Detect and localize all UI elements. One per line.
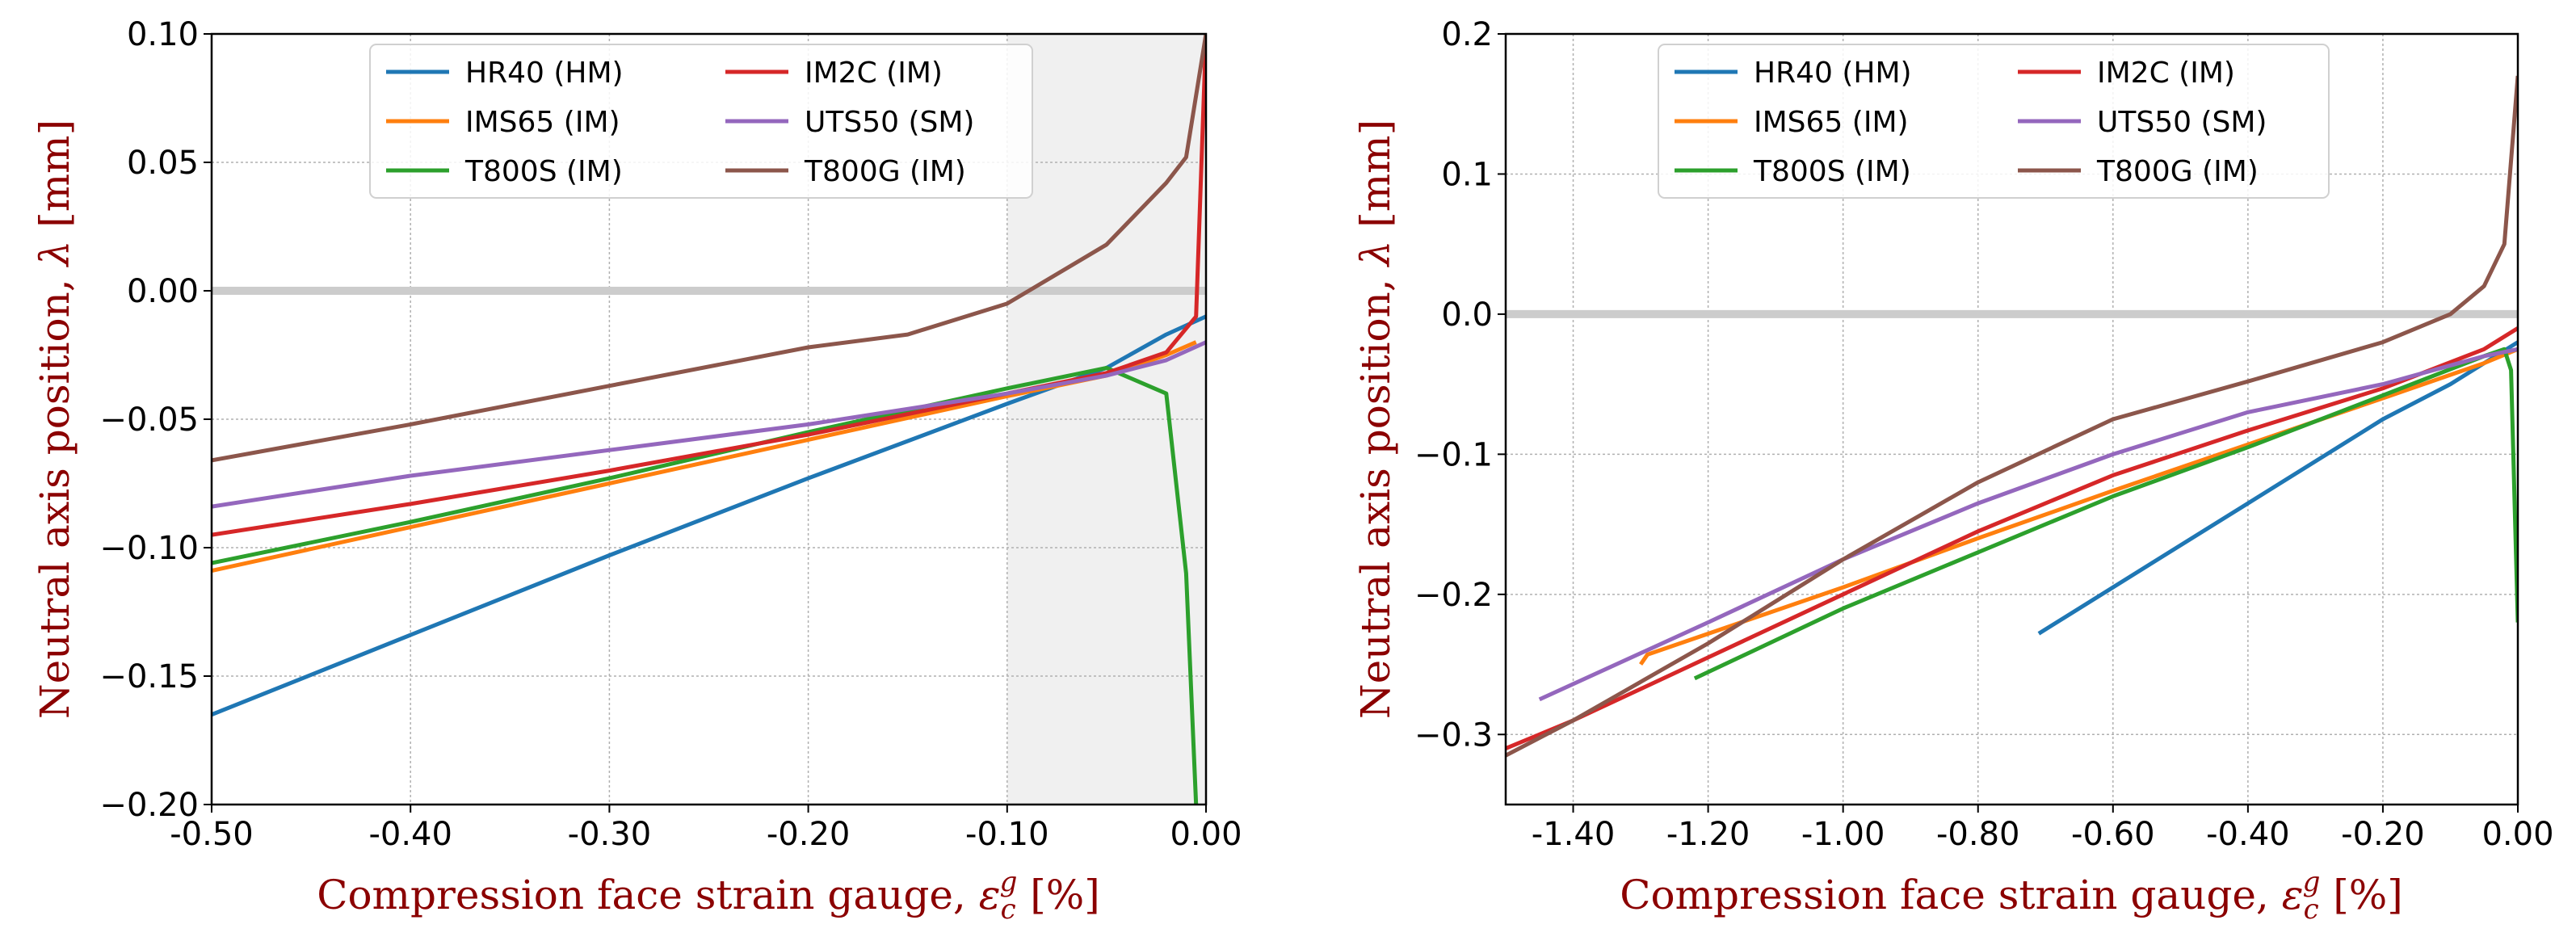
- x-axis-label-text: Compression face strain gauge,: [1620, 872, 2282, 918]
- y-tick-label: −0.2: [1414, 577, 1493, 614]
- axes-frame: [1504, 32, 2519, 806]
- series-line-t800s-im: [212, 365, 1199, 805]
- x-axis-label-superscript: g: [1000, 866, 1018, 898]
- legend-label: T800G (IM): [2096, 155, 2259, 188]
- x-axis-label-symbol: ε: [979, 872, 1001, 918]
- series-line-ims65-im: [1639, 347, 2518, 666]
- legend-label: IM2C (IM): [2097, 57, 2235, 90]
- legend-box: [1658, 44, 2330, 199]
- legend-label: HR40 (HM): [465, 57, 624, 90]
- legend-label: IM2C (IM): [805, 57, 943, 90]
- y-tick-label: −0.05: [99, 401, 199, 439]
- left-chart-panel: -0.50 -0.40 -0.30 -0.20 -0.10 0.00 −0.20 −0.15 −…: [32, 16, 1242, 926]
- y-tick-label: −0.10: [99, 530, 199, 567]
- y-tick-label: 0.00: [127, 273, 199, 310]
- series-group: [212, 34, 1206, 805]
- x-tick-label: -1.20: [1666, 816, 1750, 853]
- x-tick-label: -0.20: [767, 816, 851, 853]
- axes-frame: [210, 32, 1208, 806]
- x-axis-label-text: Compression face strain gauge,: [317, 872, 979, 918]
- series-line-hr40-hm: [2037, 340, 2518, 636]
- x-axis-label: Compression face strain gauge, εcg [%]: [1620, 866, 2403, 926]
- x-axis-label-unit: [%]: [1017, 872, 1099, 918]
- x-tick-label: -0.40: [2206, 816, 2290, 853]
- y-tick-label: 0.0: [1441, 296, 1493, 334]
- y-tick-label: −0.15: [99, 658, 199, 695]
- y-axis-label-symbol: λ: [1352, 241, 1399, 268]
- x-axis-label: Compression face strain gauge, εcg [%]: [317, 866, 1100, 926]
- y-tick-label: −0.20: [99, 787, 199, 824]
- legend-label: HR40 (HM): [1754, 57, 1912, 90]
- legend-label: UTS50 (SM): [805, 106, 974, 139]
- x-tick-label: 0.00: [1170, 816, 1242, 853]
- y-tick-label: −0.3: [1414, 716, 1493, 754]
- legend: HR40 (HM) IMS65 (IM) T800S (IM) IM2C (IM) UT…: [1658, 44, 2330, 199]
- legend-label: IMS65 (IM): [1754, 106, 1909, 139]
- y-tick-label: −0.1: [1414, 436, 1493, 473]
- series-line-t800s-im: [1693, 347, 2518, 681]
- legend: HR40 (HM) IMS65 (IM) T800S (IM) IM2C (IM) UT…: [369, 44, 1033, 199]
- y-axis-label: Neutral axis position, λ [mm]: [32, 120, 78, 719]
- y-tick-label: 0.2: [1441, 16, 1493, 53]
- x-tick-label: 0.00: [2481, 816, 2553, 853]
- x-axis-label-subscript: c: [1001, 893, 1016, 926]
- series-line-t800g-im: [212, 34, 1206, 463]
- legend-label: T800S (IM): [464, 155, 623, 188]
- x-axis-label-unit: [%]: [2320, 872, 2402, 918]
- legend-box: [369, 44, 1033, 199]
- series-line-ims65-im: [212, 340, 1197, 574]
- x-tick-label: -0.30: [568, 816, 652, 853]
- x-tick-label: -0.50: [170, 816, 254, 853]
- x-tick-label: -0.60: [2071, 816, 2155, 853]
- x-axis-label-superscript: g: [2303, 866, 2321, 898]
- series-line-uts50-sm: [1538, 347, 2518, 702]
- y-tick-label: 0.05: [127, 145, 199, 182]
- x-tick-label: -0.10: [965, 816, 1049, 853]
- series-line-uts50-sm: [212, 340, 1206, 509]
- x-tick-label: -0.40: [368, 816, 452, 853]
- x-tick-label: -1.40: [1532, 816, 1616, 853]
- x-tick-label: -0.80: [1936, 816, 2020, 853]
- x-tick-label: -0.20: [2341, 816, 2425, 853]
- legend-label: UTS50 (SM): [2097, 106, 2267, 139]
- y-axis-label: Neutral axis position, λ [mm]: [1352, 120, 1399, 719]
- y-axis-label-unit: [mm]: [1352, 120, 1399, 241]
- y-axis-label-text: Neutral axis position,: [32, 266, 78, 719]
- legend-label: T800S (IM): [1753, 155, 1911, 188]
- x-tick-label: -1.00: [1801, 816, 1885, 853]
- y-tick-label: 0.10: [127, 16, 199, 53]
- right-chart-panel: -1.40 -1.20 -1.00 -0.80 -0.60 -0.40 -0.20 0.00 −…: [1352, 16, 2554, 926]
- series-group: [1506, 75, 2518, 758]
- y-axis-label-symbol: λ: [32, 241, 78, 268]
- series-line-t800g-im: [1506, 75, 2518, 758]
- x-axis-label-symbol: ε: [2282, 872, 2304, 918]
- series-line-hr40-hm: [212, 314, 1206, 717]
- y-tick-label: 0.1: [1441, 156, 1493, 193]
- x-axis-label-subscript: c: [2304, 893, 2319, 926]
- legend-label: IMS65 (IM): [465, 106, 620, 139]
- y-axis-label-text: Neutral axis position,: [1352, 266, 1399, 719]
- y-axis-label-unit: [mm]: [32, 120, 78, 241]
- legend-label: T800G (IM): [804, 155, 966, 188]
